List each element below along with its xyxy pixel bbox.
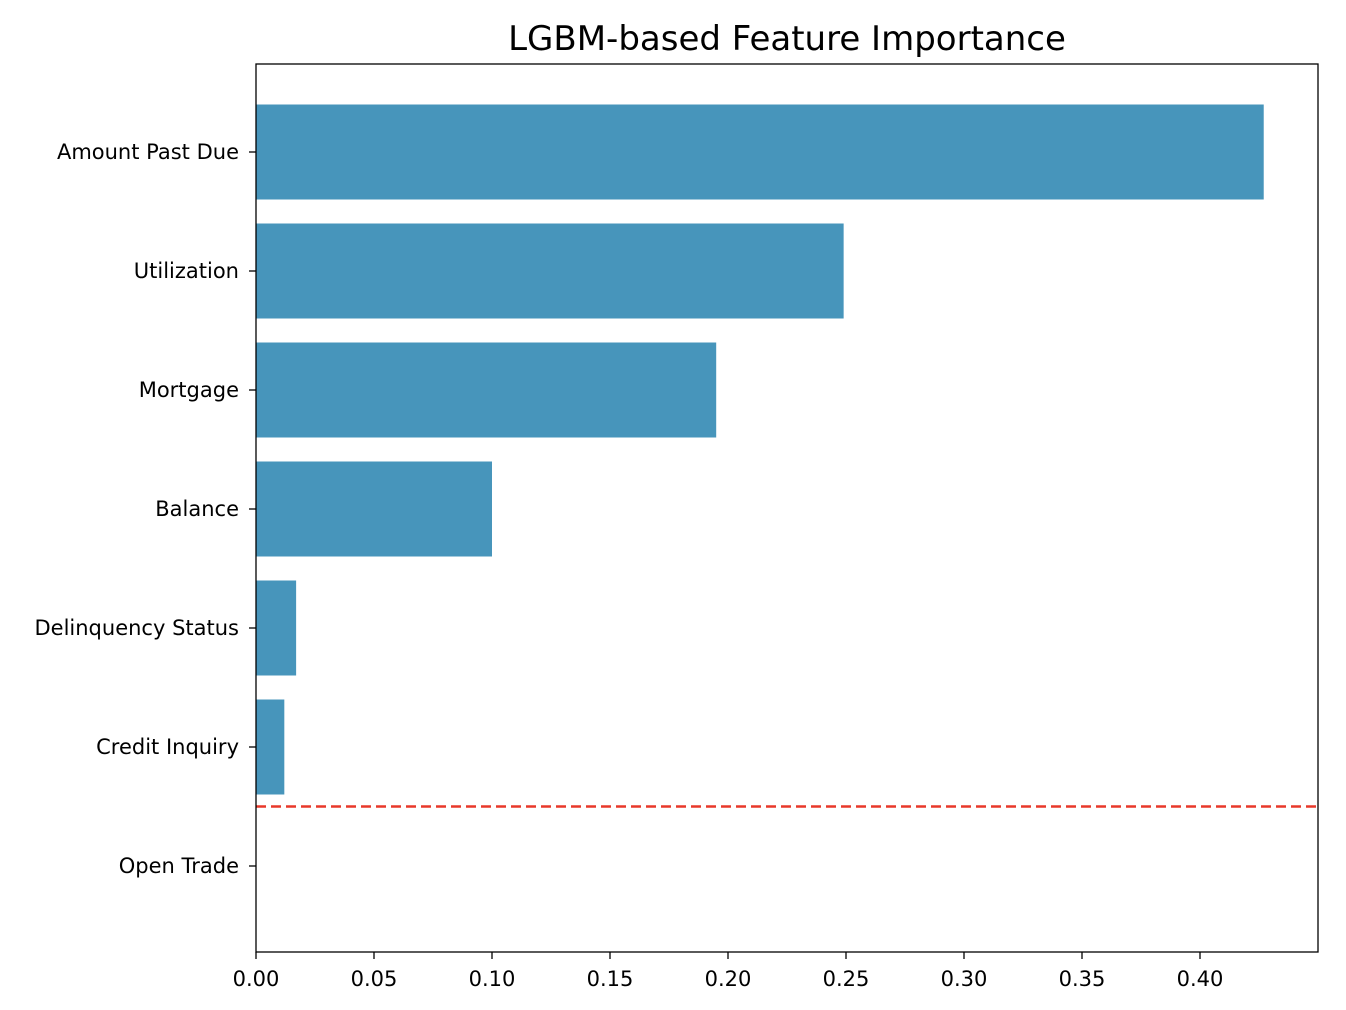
bar-mortgage (256, 342, 717, 438)
x-axis: 0.00 0.05 0.10 0.15 0.20 0.25 0.30 0.35 0.40 (233, 952, 1224, 991)
x-tick-label: 0.20 (705, 967, 752, 991)
bars-layer (256, 104, 1264, 795)
x-tick-label: 0.35 (1059, 967, 1106, 991)
bar-credit-inquiry (256, 699, 285, 795)
bar-balance (256, 461, 492, 557)
y-tick-label: Open Trade (119, 854, 239, 878)
y-tick-label: Credit Inquiry (96, 735, 239, 759)
y-tick-label: Amount Past Due (57, 140, 239, 164)
bar-delinquency-status (256, 580, 297, 676)
bar-utilization (256, 223, 844, 319)
x-tick-label: 0.00 (233, 967, 280, 991)
y-tick-label: Utilization (134, 259, 239, 283)
x-tick-label: 0.15 (587, 967, 634, 991)
bar-amount-past-due (256, 104, 1264, 200)
x-tick-label: 0.25 (823, 967, 870, 991)
x-tick-label: 0.40 (1177, 967, 1224, 991)
y-tick-label: Mortgage (139, 378, 239, 402)
x-tick-label: 0.05 (351, 967, 398, 991)
x-tick-label: 0.10 (469, 967, 516, 991)
x-tick-label: 0.30 (941, 967, 988, 991)
y-axis: Amount Past Due Utilization Mortgage Balanc… (34, 140, 256, 878)
plot-area-frame (255, 63, 1319, 953)
y-tick-label: Delinquency Status (34, 616, 239, 640)
chart-title: LGBM-based Feature Importance (508, 19, 1066, 59)
y-tick-label: Balance (155, 497, 239, 521)
